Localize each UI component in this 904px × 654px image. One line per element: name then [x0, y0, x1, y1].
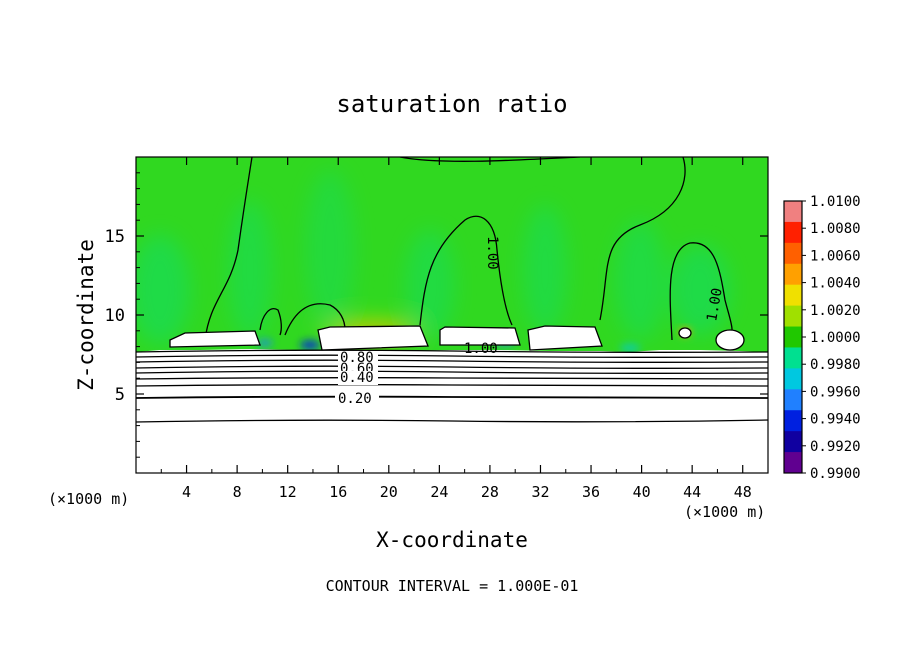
- contour-label-020: 0.20: [338, 391, 372, 407]
- contour-interval-note: CONTOUR INTERVAL = 1.000E-01: [326, 577, 579, 595]
- x-tick-label: 8: [233, 483, 242, 501]
- contour-label-100-c: 1.00: [464, 341, 498, 357]
- lower-region: [136, 349, 768, 473]
- colorbar-swatch: [784, 284, 802, 307]
- colorbar-label: 0.9920: [810, 439, 861, 455]
- x-tick-label: 4: [182, 483, 191, 501]
- colorbar-swatch: [784, 326, 802, 348]
- colorbar-swatch: [784, 305, 802, 328]
- x-axis-label: X-coordinate: [376, 528, 528, 552]
- contour-lines: [136, 157, 768, 423]
- y-axis-label: Z-coordinate: [74, 239, 98, 391]
- cloud-blobs: [169, 325, 745, 351]
- contour-labels: 0.80 0.60 0.40 0.20 1.00 1.00 1.00: [335, 236, 726, 407]
- colorbar-swatch: [784, 368, 802, 390]
- x-tick-label: 12: [279, 483, 297, 501]
- y-tick-label: 15: [105, 227, 125, 247]
- colorbar-label: 0.9960: [810, 384, 861, 400]
- x-unit-label-left: (×1000 m): [48, 490, 129, 508]
- colorbar-label: 1.0100: [810, 194, 861, 210]
- colorbar-label: 1.0000: [810, 330, 861, 346]
- y-tick-label: 10: [105, 306, 125, 326]
- x-tick-label: 48: [734, 483, 752, 501]
- colorbar-label: 1.0060: [810, 248, 861, 264]
- colorbar-swatch: [784, 242, 802, 265]
- colorbar-swatch: [784, 347, 802, 369]
- contour-label-040: 0.40: [340, 370, 374, 386]
- x-tick-label: 24: [430, 483, 448, 501]
- field-shading: [136, 170, 730, 345]
- colorbar-swatch: [784, 410, 802, 432]
- colorbar-label: 0.9940: [810, 412, 861, 428]
- contour-label-100-a: 1.00: [484, 236, 500, 270]
- colorbar-swatch: [784, 201, 802, 223]
- x-tick-label: 28: [481, 483, 499, 501]
- colorbar-label: 0.9980: [810, 357, 861, 373]
- x-axis-ticks: 4 8 12 16 20 24 28 32 36 40 44 48: [160, 157, 752, 501]
- colorbar-label: 1.0080: [810, 221, 861, 237]
- x-tick-label: 36: [582, 483, 600, 501]
- colorbar-label: 1.0040: [810, 276, 861, 292]
- colorbar: 1.0100 1.0080 1.0060 1.0040 1.0020 1.0000 0.99…: [783, 194, 861, 482]
- colorbar-label: 0.9900: [810, 466, 861, 482]
- x-tick-label: 32: [531, 483, 549, 501]
- colorbar-swatch: [784, 389, 802, 411]
- x-tick-label: 20: [380, 483, 398, 501]
- x-tick-label: 40: [633, 483, 651, 501]
- contour-label-080: 0.80: [340, 350, 374, 366]
- colorbar-swatch: [784, 431, 802, 453]
- y-axis-ticks: 5 10 15: [105, 172, 768, 458]
- x-tick-label: 44: [683, 483, 701, 501]
- colorbar-label: 1.0020: [810, 303, 861, 319]
- y-tick-label: 5: [115, 385, 125, 405]
- colorbar-swatch: [784, 221, 802, 244]
- x-unit-label-right: (×1000 m): [684, 503, 765, 521]
- colorbar-swatch: [784, 263, 802, 286]
- chart-title: saturation ratio: [336, 90, 567, 118]
- plot-area: 0.80 0.60 0.40 0.20 1.00 1.00 1.00: [136, 157, 768, 473]
- contour-label-100-b: 1.00: [704, 287, 726, 323]
- colorbar-swatch: [784, 452, 802, 474]
- x-tick-label: 16: [329, 483, 347, 501]
